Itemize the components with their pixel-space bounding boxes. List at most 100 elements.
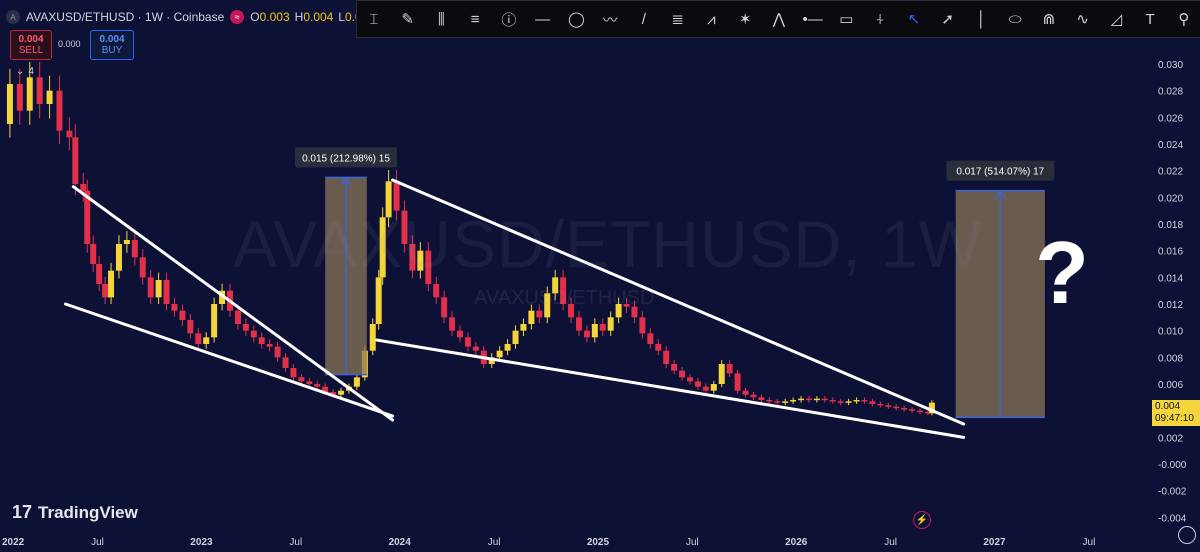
- candle-body: [798, 398, 805, 401]
- horizontal-line-icon[interactable]: —: [535, 10, 551, 28]
- rectangle-icon[interactable]: ▭: [839, 11, 854, 28]
- ohlc-high-key: H: [294, 10, 304, 24]
- candle-body: [66, 130, 73, 138]
- candle-body: [544, 293, 551, 318]
- settings-gear-icon[interactable]: [1178, 526, 1196, 544]
- candle-body: [298, 377, 305, 382]
- candle-body: [488, 357, 495, 364]
- cross-line-icon[interactable]: ⌶: [369, 10, 379, 28]
- candle-body: [171, 304, 178, 311]
- y-tick-label: -0.004: [1158, 513, 1187, 524]
- candle-body: [36, 77, 43, 104]
- candle-body: [290, 368, 297, 378]
- candle-body: [179, 310, 186, 320]
- candle-body: [504, 344, 511, 351]
- arrow-icon[interactable]: ➚: [941, 11, 954, 28]
- bolt-icon[interactable]: ⚡: [913, 511, 931, 529]
- indicators-collapse-toggle[interactable]: ⌄ 4: [16, 66, 34, 77]
- candle-body: [928, 402, 935, 414]
- candle-body: [861, 400, 868, 402]
- symbol-title[interactable]: AVAXUSD/ETHUSD · 1W · Coinbase: [26, 10, 225, 24]
- symbol-watermark: AVAXUSD/ETHUSD, 1W: [233, 207, 982, 281]
- candle-body: [80, 184, 87, 191]
- info-line-icon[interactable]: ⓘ: [501, 11, 517, 29]
- candle-body: [56, 90, 63, 131]
- xabcd-icon[interactable]: ✶: [738, 11, 752, 28]
- measure-label: 0.015 (212.98%) 15: [302, 153, 390, 164]
- candle-body: [909, 409, 916, 411]
- candle-body: [631, 306, 638, 318]
- candle-body: [496, 350, 503, 358]
- ohlc-values: O0.003 H0.004 L0.0: [250, 10, 361, 24]
- y-tick-label: -0.000: [1158, 460, 1187, 471]
- candle-body: [766, 400, 773, 402]
- candle-body: [845, 401, 852, 403]
- candle-body: [734, 373, 741, 391]
- y-tick-label: 0.020: [1158, 193, 1183, 204]
- circle-icon[interactable]: ◯: [567, 11, 585, 28]
- candle-body: [560, 277, 567, 304]
- vertical-range-icon[interactable]: ⍭: [875, 10, 885, 28]
- candle-body: [671, 364, 678, 371]
- candle-body: [742, 390, 749, 395]
- x-tick-label: Jul: [686, 537, 699, 548]
- candle-body: [568, 304, 575, 318]
- candle-body: [409, 244, 416, 271]
- indicator-icon[interactable]: ≈: [230, 10, 245, 24]
- vertical-line-icon[interactable]: │: [976, 10, 987, 28]
- brush-icon[interactable]: ✎: [401, 11, 414, 28]
- fib-icon[interactable]: ≣: [671, 11, 684, 28]
- trend-line-icon[interactable]: /: [641, 10, 646, 28]
- candle-body: [102, 284, 109, 298]
- candle-body: [790, 400, 797, 402]
- x-tick-label: 2025: [587, 537, 610, 548]
- x-tick-label: 2026: [785, 537, 808, 548]
- candle-body: [195, 333, 202, 344]
- chevron-down-icon: ⌄: [16, 66, 25, 77]
- candle-body: [306, 381, 313, 384]
- candle-body: [282, 357, 289, 368]
- text-icon[interactable]: T: [1145, 10, 1155, 28]
- measure-arrow-head: [994, 190, 1006, 200]
- trendline: [63, 302, 395, 418]
- x-tick-label: Jul: [91, 537, 104, 548]
- indicator-count: 4: [28, 66, 34, 77]
- abcd-icon[interactable]: ⋀: [772, 11, 786, 28]
- head-shoulders-icon[interactable]: ⋒: [1042, 11, 1056, 28]
- candle-body: [607, 317, 614, 331]
- legend-header: A AVAXUSD/ETHUSD · 1W · Coinbase ≈ O0.00…: [0, 0, 366, 34]
- sell-button[interactable]: 0.004 SELL: [10, 30, 52, 60]
- candle-body: [131, 240, 138, 258]
- candle-body: [615, 304, 622, 318]
- pin-icon[interactable]: ⚲: [1178, 11, 1190, 28]
- candle-body: [512, 330, 519, 344]
- candle-body: [782, 401, 789, 403]
- horizontal-ray-icon[interactable]: •—: [802, 10, 823, 28]
- candle-body: [203, 337, 210, 344]
- buy-button[interactable]: 0.004 BUY: [90, 30, 134, 60]
- x-tick-label: 2023: [190, 537, 213, 548]
- candle-body: [710, 384, 717, 391]
- curve-icon[interactable]: ∿: [1076, 11, 1089, 28]
- candle-body: [885, 405, 892, 407]
- candle-body: [258, 337, 265, 344]
- triangle-icon[interactable]: ◿: [1110, 11, 1123, 28]
- candle-body: [726, 364, 733, 374]
- candle-body: [90, 244, 97, 264]
- ellipse-icon[interactable]: ⬭: [1008, 10, 1022, 28]
- candle-body: [266, 344, 273, 347]
- cursor-icon[interactable]: ↖: [907, 11, 921, 28]
- tradingview-logo[interactable]: 17 TradingView: [12, 502, 138, 523]
- candle-body: [877, 404, 884, 406]
- candle-body: [250, 330, 257, 338]
- path-icon[interactable]: 〰: [602, 11, 618, 29]
- y-tick-label: 0.016: [1158, 247, 1183, 258]
- zigzag-icon[interactable]: ⩘: [707, 10, 716, 28]
- candle-body: [464, 337, 471, 347]
- lines-icon[interactable]: ≡: [470, 10, 480, 28]
- candles-icon[interactable]: ⫼: [437, 10, 445, 28]
- x-tick-label: Jul: [1083, 537, 1096, 548]
- drawing-toolbar: ⌶ ✎ ⫼ ≡ ⓘ — ◯ 〰 / ≣ ⩘ ✶ ⋀ •— ▭ ⍭ ↖ ➚ │ ⬭ ⋒ ∿ ◿ T ⚲: [356, 0, 1200, 38]
- x-tick-label: 2024: [389, 537, 412, 548]
